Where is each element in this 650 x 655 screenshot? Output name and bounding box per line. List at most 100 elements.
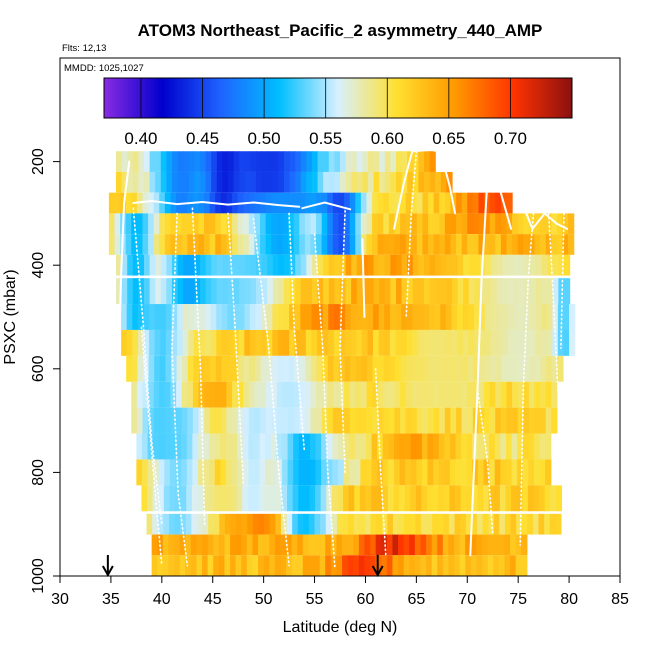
heatmap-cell bbox=[323, 171, 330, 193]
heatmap-cell bbox=[260, 381, 267, 408]
y-axis-label: PSXC (mbar) bbox=[2, 269, 19, 364]
heatmap-cell bbox=[370, 555, 377, 576]
heatmap-cell bbox=[353, 534, 360, 556]
heatmap-cell bbox=[354, 433, 361, 460]
heatmap-cell bbox=[522, 433, 529, 460]
heatmap-cell bbox=[276, 234, 284, 255]
heatmap-cell bbox=[513, 278, 520, 305]
heatmap-cell bbox=[388, 407, 396, 434]
heatmap-cell bbox=[356, 151, 363, 172]
heatmap-cell bbox=[116, 254, 123, 276]
heatmap-cell bbox=[407, 171, 414, 193]
heatmap-cell bbox=[337, 485, 344, 512]
heatmap-cell bbox=[355, 381, 362, 408]
heatmap-cell bbox=[198, 381, 205, 408]
heatmap-cell bbox=[368, 254, 375, 276]
heatmap-cell bbox=[396, 151, 403, 172]
heatmap-cell bbox=[396, 254, 403, 276]
heatmap-cell bbox=[490, 304, 497, 330]
heatmap-cell bbox=[143, 329, 150, 356]
heatmap-cell bbox=[444, 192, 452, 214]
heatmap-cell bbox=[387, 513, 394, 535]
heatmap-cell bbox=[321, 213, 328, 235]
heatmap-cell bbox=[158, 459, 165, 486]
heatmap-cell bbox=[183, 254, 190, 276]
heatmap-cell bbox=[253, 459, 261, 486]
heatmap-cell bbox=[142, 192, 149, 214]
heatmap-cell bbox=[316, 234, 323, 255]
flight-track-dotted bbox=[191, 207, 206, 526]
x-tick-label: 70 bbox=[458, 591, 476, 608]
heatmap-cell bbox=[361, 355, 368, 382]
heatmap-cell bbox=[472, 381, 480, 408]
flight-track-dotted bbox=[288, 212, 306, 453]
heatmap-cell bbox=[428, 407, 435, 434]
heatmap-cell bbox=[435, 254, 442, 276]
heatmap-cell bbox=[163, 485, 171, 512]
heatmap-cell bbox=[501, 304, 509, 330]
heatmap-cell bbox=[202, 513, 209, 535]
heatmap-cell bbox=[422, 407, 429, 434]
x-tick-label: 85 bbox=[611, 591, 629, 608]
heatmap-cell bbox=[422, 213, 429, 235]
heatmap-cell bbox=[271, 234, 278, 255]
heatmap-cell bbox=[443, 513, 450, 535]
heatmap-cell bbox=[382, 459, 389, 486]
heatmap-cell bbox=[490, 355, 497, 382]
heatmap-cell bbox=[182, 355, 189, 382]
heatmap-cell bbox=[394, 213, 401, 235]
heatmap-cell bbox=[177, 151, 184, 172]
heatmap-cell bbox=[381, 555, 388, 576]
heatmap-cell bbox=[477, 485, 484, 512]
heatmap-cell bbox=[175, 433, 182, 460]
flight-track-dotted bbox=[132, 207, 163, 526]
heatmap-cell bbox=[176, 213, 183, 235]
heatmap-cell bbox=[271, 192, 278, 214]
heatmap-cell bbox=[473, 329, 481, 356]
heatmap-cell bbox=[316, 407, 323, 434]
heatmap-cell bbox=[356, 278, 363, 305]
heatmap-cell bbox=[439, 213, 446, 235]
heatmap-cell bbox=[491, 278, 498, 305]
heatmap-cell bbox=[266, 304, 273, 330]
heatmap-cell bbox=[500, 381, 508, 408]
heatmap-cell bbox=[159, 213, 166, 235]
heatmap-cell bbox=[511, 459, 518, 486]
heatmap-cell bbox=[484, 381, 491, 408]
heatmap-cell bbox=[418, 171, 425, 193]
heatmap-cell bbox=[344, 355, 351, 382]
heatmap-cell bbox=[137, 304, 145, 330]
heatmap-cell bbox=[336, 513, 344, 535]
heatmap-cell bbox=[141, 485, 148, 512]
heatmap-cell bbox=[495, 355, 502, 382]
heatmap-cell bbox=[331, 485, 339, 512]
heatmap-cell bbox=[501, 355, 508, 382]
heatmap-cell bbox=[209, 459, 216, 486]
heatmap-cell bbox=[495, 192, 502, 214]
heatmap-cell bbox=[228, 151, 235, 172]
heatmap-cell bbox=[484, 192, 491, 214]
heatmap-cell bbox=[312, 254, 319, 276]
heatmap-cell bbox=[160, 278, 167, 305]
heatmap-cell bbox=[320, 485, 327, 512]
heatmap-cell bbox=[440, 254, 447, 276]
heatmap-cell bbox=[198, 234, 205, 255]
heatmap-cell bbox=[266, 355, 273, 382]
heatmap-cell bbox=[284, 254, 291, 276]
heatmap-cell bbox=[127, 151, 134, 172]
heatmap-cell bbox=[484, 213, 491, 235]
heatmap-cell bbox=[502, 254, 509, 276]
heatmap-cell bbox=[427, 433, 434, 460]
heatmap-cell bbox=[449, 433, 457, 460]
heatmap-cell bbox=[558, 278, 565, 305]
heatmap-cell bbox=[476, 534, 483, 556]
heatmap-cell bbox=[126, 355, 133, 382]
heatmap-cell bbox=[233, 171, 240, 193]
heatmap-cell bbox=[412, 304, 419, 330]
heatmap-cell bbox=[176, 355, 183, 382]
heatmap-cell bbox=[131, 355, 138, 382]
heatmap-cell bbox=[478, 234, 485, 255]
heatmap-cell bbox=[258, 534, 265, 556]
heatmap-cell bbox=[427, 485, 434, 512]
heatmap-cell bbox=[220, 407, 228, 434]
